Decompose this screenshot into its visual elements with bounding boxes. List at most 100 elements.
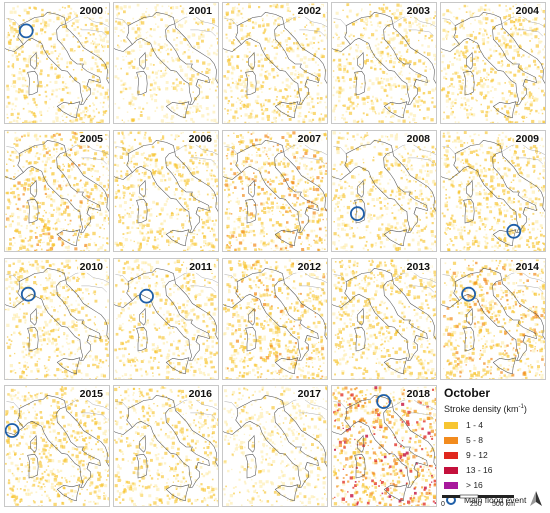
adriatic-coastline — [65, 406, 109, 467]
flood-event-marker — [20, 286, 36, 302]
sicily-coastline — [165, 484, 190, 502]
corsica-coastline — [30, 51, 38, 70]
corsica-coastline — [139, 434, 147, 453]
country-border-1 — [517, 157, 543, 165]
country-border-0 — [65, 271, 109, 283]
stroke-density-layer — [223, 386, 327, 506]
italy-coastline — [235, 140, 319, 234]
legend-class-2: 5 - 8 — [444, 435, 483, 445]
adriatic-coastline — [501, 279, 545, 340]
country-border-2 — [115, 18, 129, 26]
country-border-2 — [224, 146, 238, 154]
legend-class-1: 1 - 4 — [444, 420, 483, 430]
map-panel-2011: 2011 — [113, 258, 219, 380]
sardinia-coastline — [463, 326, 475, 352]
corsica-coastline — [466, 179, 474, 198]
adriatic-coastline — [65, 23, 109, 84]
france-coastline — [223, 44, 242, 52]
corsica-coastline — [30, 307, 38, 326]
lightning-density-map — [332, 386, 436, 506]
map-panel-2009: 2009 — [440, 130, 546, 252]
lightning-density-map — [441, 259, 545, 379]
flood-event-marker — [139, 288, 154, 304]
map-panel-2005: 2005 — [4, 130, 110, 252]
france-coastline — [332, 172, 351, 180]
adriatic-coastline — [392, 151, 436, 212]
italy-coastline — [17, 268, 101, 362]
corsica-coastline — [466, 307, 474, 326]
italy-coastline — [126, 12, 210, 106]
year-label: 2011 — [187, 261, 214, 273]
italy-coastline — [344, 268, 428, 362]
stroke-density-layer — [114, 131, 218, 251]
country-border-2 — [333, 18, 347, 26]
country-border-2 — [333, 401, 347, 409]
sicily-coastline — [383, 357, 408, 375]
legend-title: October — [444, 386, 491, 400]
gulf-coastline — [522, 335, 530, 342]
france-coastline — [441, 300, 460, 308]
country-border-0 — [65, 398, 109, 410]
year-label: 2017 — [295, 388, 323, 400]
sicily-coastline — [56, 484, 81, 502]
map-panel-2013: 2013 — [331, 258, 437, 380]
adriatic-coastline — [283, 406, 327, 467]
lightning-density-map — [332, 3, 436, 123]
year-label: 2006 — [186, 133, 214, 145]
year-label: 2002 — [295, 5, 323, 17]
sicily-coastline — [165, 357, 190, 375]
adriatic-coastline — [392, 23, 436, 84]
country-border-0 — [501, 143, 545, 155]
country-border-0 — [392, 15, 436, 27]
year-label: 2007 — [295, 133, 323, 145]
sicily-coastline — [56, 101, 81, 119]
country-border-2 — [6, 18, 20, 26]
sicily-coastline — [492, 229, 517, 247]
adriatic-coastline — [501, 23, 545, 84]
stroke-density-layer — [223, 131, 327, 251]
gulf-coastline — [304, 335, 312, 342]
country-border-1 — [81, 29, 107, 37]
lightning-density-map — [223, 386, 327, 506]
france-coastline — [441, 172, 460, 180]
country-border-2 — [442, 274, 456, 282]
stroke-density-layer — [114, 259, 218, 379]
corsica-coastline — [139, 51, 147, 70]
country-border-1 — [408, 29, 434, 37]
map-panel-2014: 2014 — [440, 258, 546, 380]
year-label: 2012 — [295, 261, 323, 273]
country-border-1 — [81, 157, 107, 165]
france-coastline — [223, 172, 242, 180]
gulf-coastline — [86, 207, 94, 214]
flood-event-marker — [461, 286, 477, 302]
france-coastline — [5, 44, 24, 52]
stroke-density-layer — [332, 259, 436, 379]
sicily-coastline — [165, 101, 190, 119]
sardinia-coastline — [27, 453, 39, 479]
adriatic-coastline — [283, 23, 327, 84]
stroke-density-layer — [5, 259, 109, 379]
france-coastline — [441, 44, 460, 52]
corsica-coastline — [139, 307, 147, 326]
stroke-density-layer — [442, 259, 545, 379]
corsica-coastline — [248, 434, 256, 453]
map-panel-2016: 2016 — [113, 385, 219, 507]
italy-coastline — [453, 12, 537, 106]
sardinia-coastline — [136, 198, 148, 224]
year-label: 2016 — [186, 388, 214, 400]
map-panel-2002: 2002 — [222, 2, 328, 124]
flood-event-marker — [349, 206, 365, 222]
country-border-2 — [6, 401, 20, 409]
sicily-coastline — [383, 229, 408, 247]
sardinia-coastline — [354, 198, 366, 224]
country-border-1 — [517, 285, 543, 293]
italy-coastline — [126, 268, 210, 362]
country-border-1 — [190, 285, 216, 293]
france-coastline — [114, 172, 133, 180]
lightning-density-map — [223, 3, 327, 123]
corsica-coastline — [30, 179, 38, 198]
italy-coastline — [344, 12, 428, 106]
map-panel-2003: 2003 — [331, 2, 437, 124]
legend-subtitle: Stroke density (km-1) — [444, 404, 527, 414]
